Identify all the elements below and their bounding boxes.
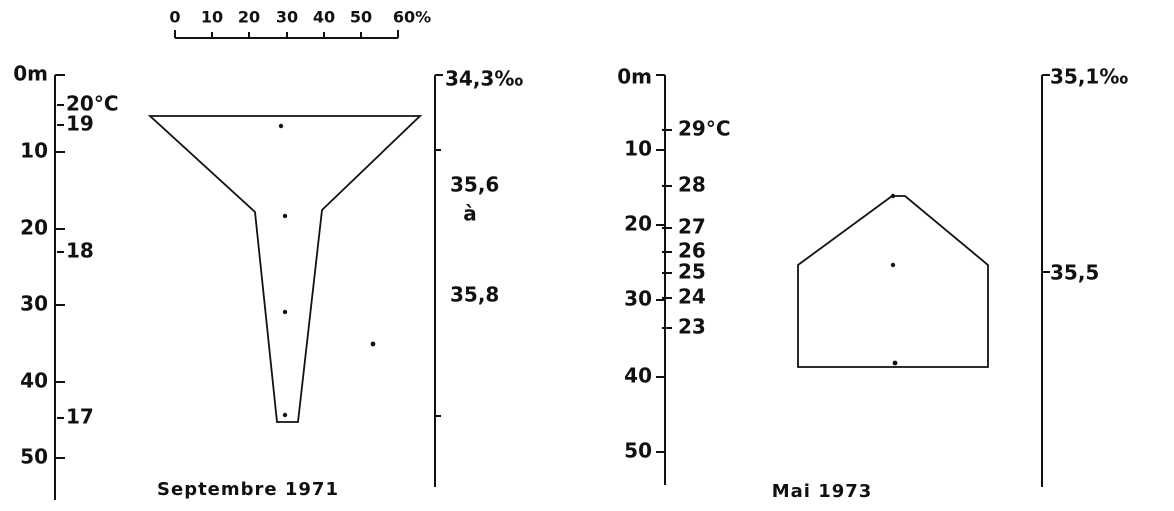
- scale-label: 50: [350, 8, 372, 27]
- scale-label: 30: [276, 8, 298, 27]
- temperature-label: 25: [678, 260, 706, 284]
- scale-label: 20: [238, 8, 260, 27]
- temperature-label: 29°C: [678, 117, 731, 141]
- depth-label: 50: [624, 439, 652, 463]
- left-distribution: [147, 115, 423, 423]
- depth-label: 30: [624, 287, 652, 311]
- temperature-label: 19: [66, 112, 94, 136]
- scale-label: 0: [169, 8, 180, 27]
- temperature-label: 28: [678, 173, 706, 197]
- temperature-label: 17: [66, 405, 94, 429]
- temperature-label: 23: [678, 315, 706, 339]
- depth-label: 0m: [617, 65, 652, 89]
- temperature-label: 20°C: [66, 92, 119, 116]
- depth-label: 0m: [13, 62, 48, 86]
- depth-label: 10: [624, 137, 652, 161]
- scale-bar: [174, 30, 399, 39]
- caption: Septembre 1971: [157, 479, 339, 500]
- salinity-label: 35,8: [450, 283, 499, 307]
- salinity-label: 35,6: [450, 173, 499, 197]
- salinity-label: à: [463, 202, 477, 226]
- depth-label: 50: [20, 445, 48, 469]
- scale-label: 60%: [393, 8, 431, 27]
- scale-label: 40: [313, 8, 335, 27]
- salinity-label: 35,1‰: [1050, 65, 1128, 89]
- depth-label: 40: [624, 364, 652, 388]
- salinity-label: 35,5: [1050, 261, 1099, 285]
- depth-label: 40: [20, 369, 48, 393]
- temperature-label: 27: [678, 215, 706, 239]
- depth-label: 10: [20, 139, 48, 163]
- right-axes: [656, 74, 1050, 487]
- salinity-label: 34,3‰: [445, 67, 523, 91]
- caption: Mai 1973: [772, 481, 873, 502]
- depth-label: 30: [20, 292, 48, 316]
- temperature-label: 18: [66, 239, 94, 263]
- right-distribution: [797, 193, 989, 368]
- temperature-label: 26: [678, 239, 706, 263]
- depth-label: 20: [20, 216, 48, 240]
- depth-label: 20: [624, 212, 652, 236]
- left-axes: [54, 74, 443, 500]
- scale-label: 10: [201, 8, 223, 27]
- temperature-label: 24: [678, 285, 706, 309]
